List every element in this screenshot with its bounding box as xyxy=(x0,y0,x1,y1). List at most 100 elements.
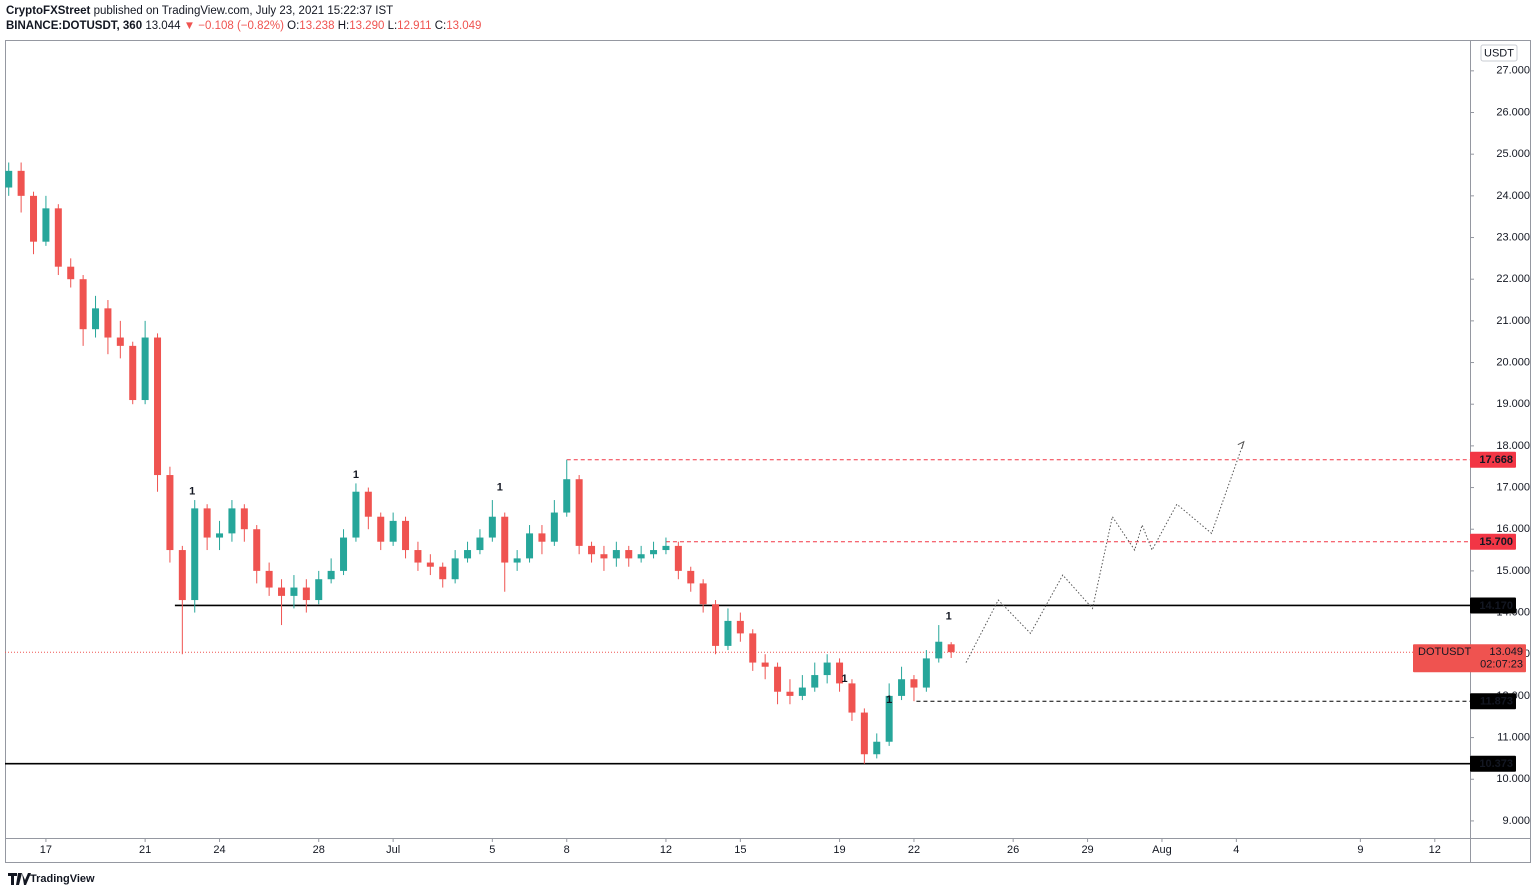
candle-body xyxy=(340,537,348,571)
candle-body xyxy=(947,644,955,653)
x-tick-label: 9 xyxy=(1357,844,1363,856)
candle xyxy=(625,545,633,567)
candle xyxy=(42,195,50,246)
candle-body xyxy=(439,566,447,580)
y-tick-label: 23.000 xyxy=(1496,231,1530,243)
candle xyxy=(526,525,534,563)
candle-body xyxy=(650,550,658,555)
l-label: L: xyxy=(388,20,398,32)
candle-body xyxy=(563,479,571,513)
candle xyxy=(451,550,459,584)
candle-body xyxy=(873,741,881,755)
candle-body xyxy=(786,691,794,696)
candle xyxy=(166,466,174,563)
candle xyxy=(290,575,298,609)
level-label-box xyxy=(1470,451,1516,468)
candle-body xyxy=(550,512,558,542)
candle xyxy=(947,642,955,658)
y-tick-label: 25.000 xyxy=(1496,148,1530,160)
y-tick-label: 26.000 xyxy=(1496,106,1530,118)
projection-arrow xyxy=(1237,440,1245,449)
candle-body xyxy=(674,545,682,571)
last: 13.044 xyxy=(145,20,181,32)
candle-body xyxy=(389,520,397,542)
candle-body xyxy=(92,308,100,330)
candle-body xyxy=(699,583,707,605)
candle xyxy=(922,650,930,692)
candle-body xyxy=(464,550,472,559)
candle xyxy=(674,541,682,580)
publisher: CryptoFXStreet xyxy=(6,5,91,17)
candle xyxy=(141,320,149,405)
y-tick-label: 18.000 xyxy=(1496,440,1530,452)
y-tick-label: 15.000 xyxy=(1496,565,1530,577)
candle-body xyxy=(79,279,87,330)
candle xyxy=(687,566,695,592)
candle xyxy=(178,545,186,655)
l-value: 12.911 xyxy=(397,20,431,32)
candle-body xyxy=(724,620,732,646)
o-value: 13.238 xyxy=(299,20,334,32)
candle xyxy=(563,459,571,517)
projection-path xyxy=(965,441,1245,663)
level-label-box xyxy=(1470,693,1516,710)
h-label: H: xyxy=(338,20,350,32)
candle xyxy=(228,500,236,542)
candle-body xyxy=(836,662,844,684)
signal-marker: 1 xyxy=(189,486,195,498)
candle xyxy=(736,612,744,642)
candle xyxy=(488,500,496,542)
level-label: 14.170 xyxy=(1479,600,1513,612)
candle xyxy=(873,733,881,759)
signal-marker: 1 xyxy=(353,469,359,481)
candle-body xyxy=(265,570,273,588)
candle-body xyxy=(166,475,174,551)
candle-body xyxy=(116,337,124,346)
candle xyxy=(352,483,360,542)
axes: 9.00010.00011.00012.00013.00014.00015.00… xyxy=(40,65,1530,856)
level-label: 15.700 xyxy=(1479,536,1513,548)
candle xyxy=(885,683,893,746)
candle xyxy=(811,662,819,692)
candle xyxy=(315,570,323,605)
candle-body xyxy=(141,337,149,401)
candle xyxy=(191,500,199,613)
last-price-value: 13.049 xyxy=(1489,646,1523,658)
candle-body xyxy=(526,533,534,559)
candle-body xyxy=(898,679,906,696)
candle xyxy=(650,541,658,559)
candle xyxy=(402,516,410,559)
candle-body xyxy=(377,516,385,542)
candle xyxy=(935,625,943,663)
candle xyxy=(253,525,261,584)
logo: TradingView xyxy=(8,873,95,885)
y-tick-label: 21.000 xyxy=(1496,315,1530,327)
candle-body xyxy=(129,345,137,401)
candle-body xyxy=(178,550,186,601)
y-tick-label: 22.000 xyxy=(1496,273,1530,285)
candle xyxy=(464,541,472,563)
candle xyxy=(79,275,87,346)
candle-body xyxy=(935,641,943,659)
candle-body xyxy=(414,550,422,563)
candle-body xyxy=(538,533,546,542)
h-value: 13.290 xyxy=(349,20,384,32)
signal-marker: 1 xyxy=(497,481,503,493)
candle xyxy=(216,520,224,551)
candle xyxy=(848,679,856,721)
candle xyxy=(538,525,546,555)
candle-body xyxy=(712,604,720,646)
candle xyxy=(774,662,782,705)
brand: TradingView xyxy=(30,873,95,885)
candle xyxy=(836,658,844,692)
candle-body xyxy=(625,550,633,559)
candle xyxy=(327,558,335,584)
candle xyxy=(439,562,447,588)
chart-frame xyxy=(5,40,1531,863)
x-tick-label: 24 xyxy=(213,844,225,856)
symbol-line: BINANCE:DOTUSDT, 360 13.044 ▼ −0.108 (−0… xyxy=(6,20,481,32)
level-label: 11.873 xyxy=(1480,696,1513,708)
candle-body xyxy=(848,683,856,713)
candle-body xyxy=(191,508,199,601)
